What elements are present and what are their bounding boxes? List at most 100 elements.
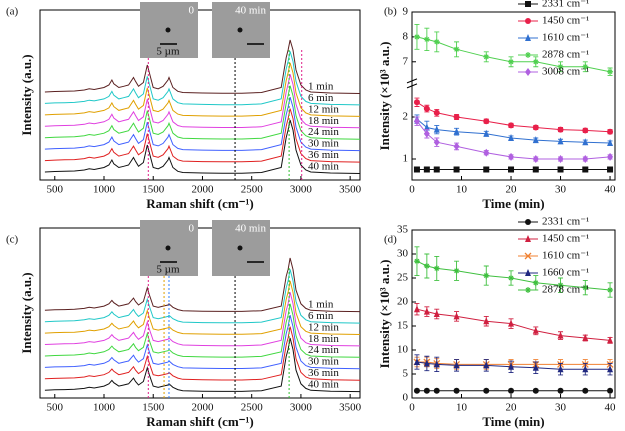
series-label: 40 min — [308, 161, 339, 173]
data-point — [483, 387, 490, 394]
data-point — [607, 152, 614, 161]
data-point — [423, 129, 430, 138]
y-tick-label: 0 — [403, 392, 409, 404]
data-point — [433, 387, 440, 394]
series-label: 12 min — [308, 321, 339, 333]
spectrum — [44, 314, 361, 370]
data-point — [423, 166, 430, 173]
data-point — [607, 166, 614, 173]
data-point — [413, 166, 420, 173]
data-point — [433, 125, 440, 133]
data-point — [483, 361, 490, 369]
data-point — [453, 114, 460, 120]
legend-marker — [524, 252, 532, 260]
series-label: 36 min — [308, 367, 339, 379]
plot-frame — [411, 229, 616, 399]
spectrum — [44, 269, 361, 324]
series-line — [416, 308, 611, 341]
legend-marker — [525, 34, 531, 41]
spectrum — [44, 85, 361, 140]
x-tick-label: 2500 — [241, 184, 264, 196]
data-point — [557, 331, 564, 339]
data-point — [413, 117, 420, 126]
panel-label: (a) — [6, 6, 19, 18]
data-point — [423, 36, 430, 43]
data-point — [607, 387, 614, 394]
x-tick-label: 2500 — [241, 402, 264, 414]
plot-frame — [411, 11, 616, 181]
x-axis-label: Raman shift (cm⁻¹) — [146, 196, 254, 211]
data-point — [557, 137, 564, 145]
series-line — [416, 260, 611, 291]
y-tick-label: 8 — [403, 30, 409, 42]
series-label: 1 min — [308, 299, 334, 311]
series-label: 24 min — [308, 344, 339, 356]
plot-frame — [39, 9, 361, 181]
data-point — [557, 387, 564, 394]
data-point — [483, 317, 490, 325]
data-point — [483, 118, 490, 125]
spectrum — [44, 51, 361, 106]
x-tick-label: 10 — [456, 184, 468, 196]
data-point — [508, 152, 515, 161]
legend-label: 1450 cm⁻¹ — [542, 233, 589, 245]
legend-marker — [525, 235, 531, 242]
data-point — [508, 362, 515, 370]
spectrum — [44, 280, 361, 335]
plot-frame — [39, 227, 361, 399]
data-point — [453, 267, 460, 274]
data-point — [508, 58, 515, 65]
x-tick-label: 40 — [605, 402, 617, 414]
series-label: 24 min — [308, 126, 339, 138]
data-point — [483, 53, 490, 60]
spectrum — [44, 303, 361, 358]
legend-marker — [525, 1, 531, 7]
spectrum — [44, 74, 361, 129]
series-label: 18 min — [308, 115, 339, 127]
data-point — [607, 128, 614, 135]
series-label: 18 min — [308, 333, 339, 345]
legend-label: 2331 cm⁻¹ — [542, 216, 589, 228]
inset-label: 0 — [189, 223, 195, 235]
spectrum — [44, 96, 361, 152]
data-point — [433, 265, 440, 272]
y-tick-label: 10 — [397, 344, 409, 356]
data-point — [413, 387, 420, 394]
inset-label: 0 — [189, 5, 195, 17]
y-tick-label: 2 — [403, 111, 409, 123]
legend-marker — [525, 269, 531, 276]
legend-label: 2878 cm⁻¹ — [542, 284, 589, 296]
y-tick-label: 35 — [397, 224, 409, 236]
x-tick-label: 0 — [409, 402, 415, 414]
spectrum — [44, 119, 361, 174]
x-tick-label: 30 — [555, 184, 567, 196]
inset-particle — [237, 245, 243, 251]
data-point — [423, 105, 430, 112]
legend-marker — [525, 68, 531, 76]
data-point — [433, 109, 440, 116]
spectrum — [44, 39, 361, 94]
data-point — [413, 258, 420, 265]
data-point — [508, 319, 515, 327]
data-point — [532, 387, 539, 394]
data-point — [453, 166, 460, 173]
x-tick-label: 1000 — [93, 402, 116, 414]
y-tick-label: 25 — [397, 272, 409, 284]
inset-label: 40 min — [235, 5, 266, 17]
panel-label: (c) — [6, 234, 19, 246]
data-point — [413, 358, 420, 365]
panel-label: (b) — [384, 6, 397, 18]
x-tick-label: 10 — [456, 402, 468, 414]
data-point — [483, 148, 490, 157]
y-tick-label: 9 — [403, 6, 409, 18]
data-point — [557, 166, 564, 173]
x-tick-label: 20 — [506, 402, 518, 414]
series-label: 6 min — [308, 92, 334, 104]
y-tick-label: 20 — [397, 296, 409, 308]
data-point — [453, 312, 460, 320]
x-tick-label: 3500 — [339, 184, 362, 196]
data-point — [532, 363, 539, 371]
spectrum — [44, 337, 361, 393]
data-point — [453, 142, 460, 151]
